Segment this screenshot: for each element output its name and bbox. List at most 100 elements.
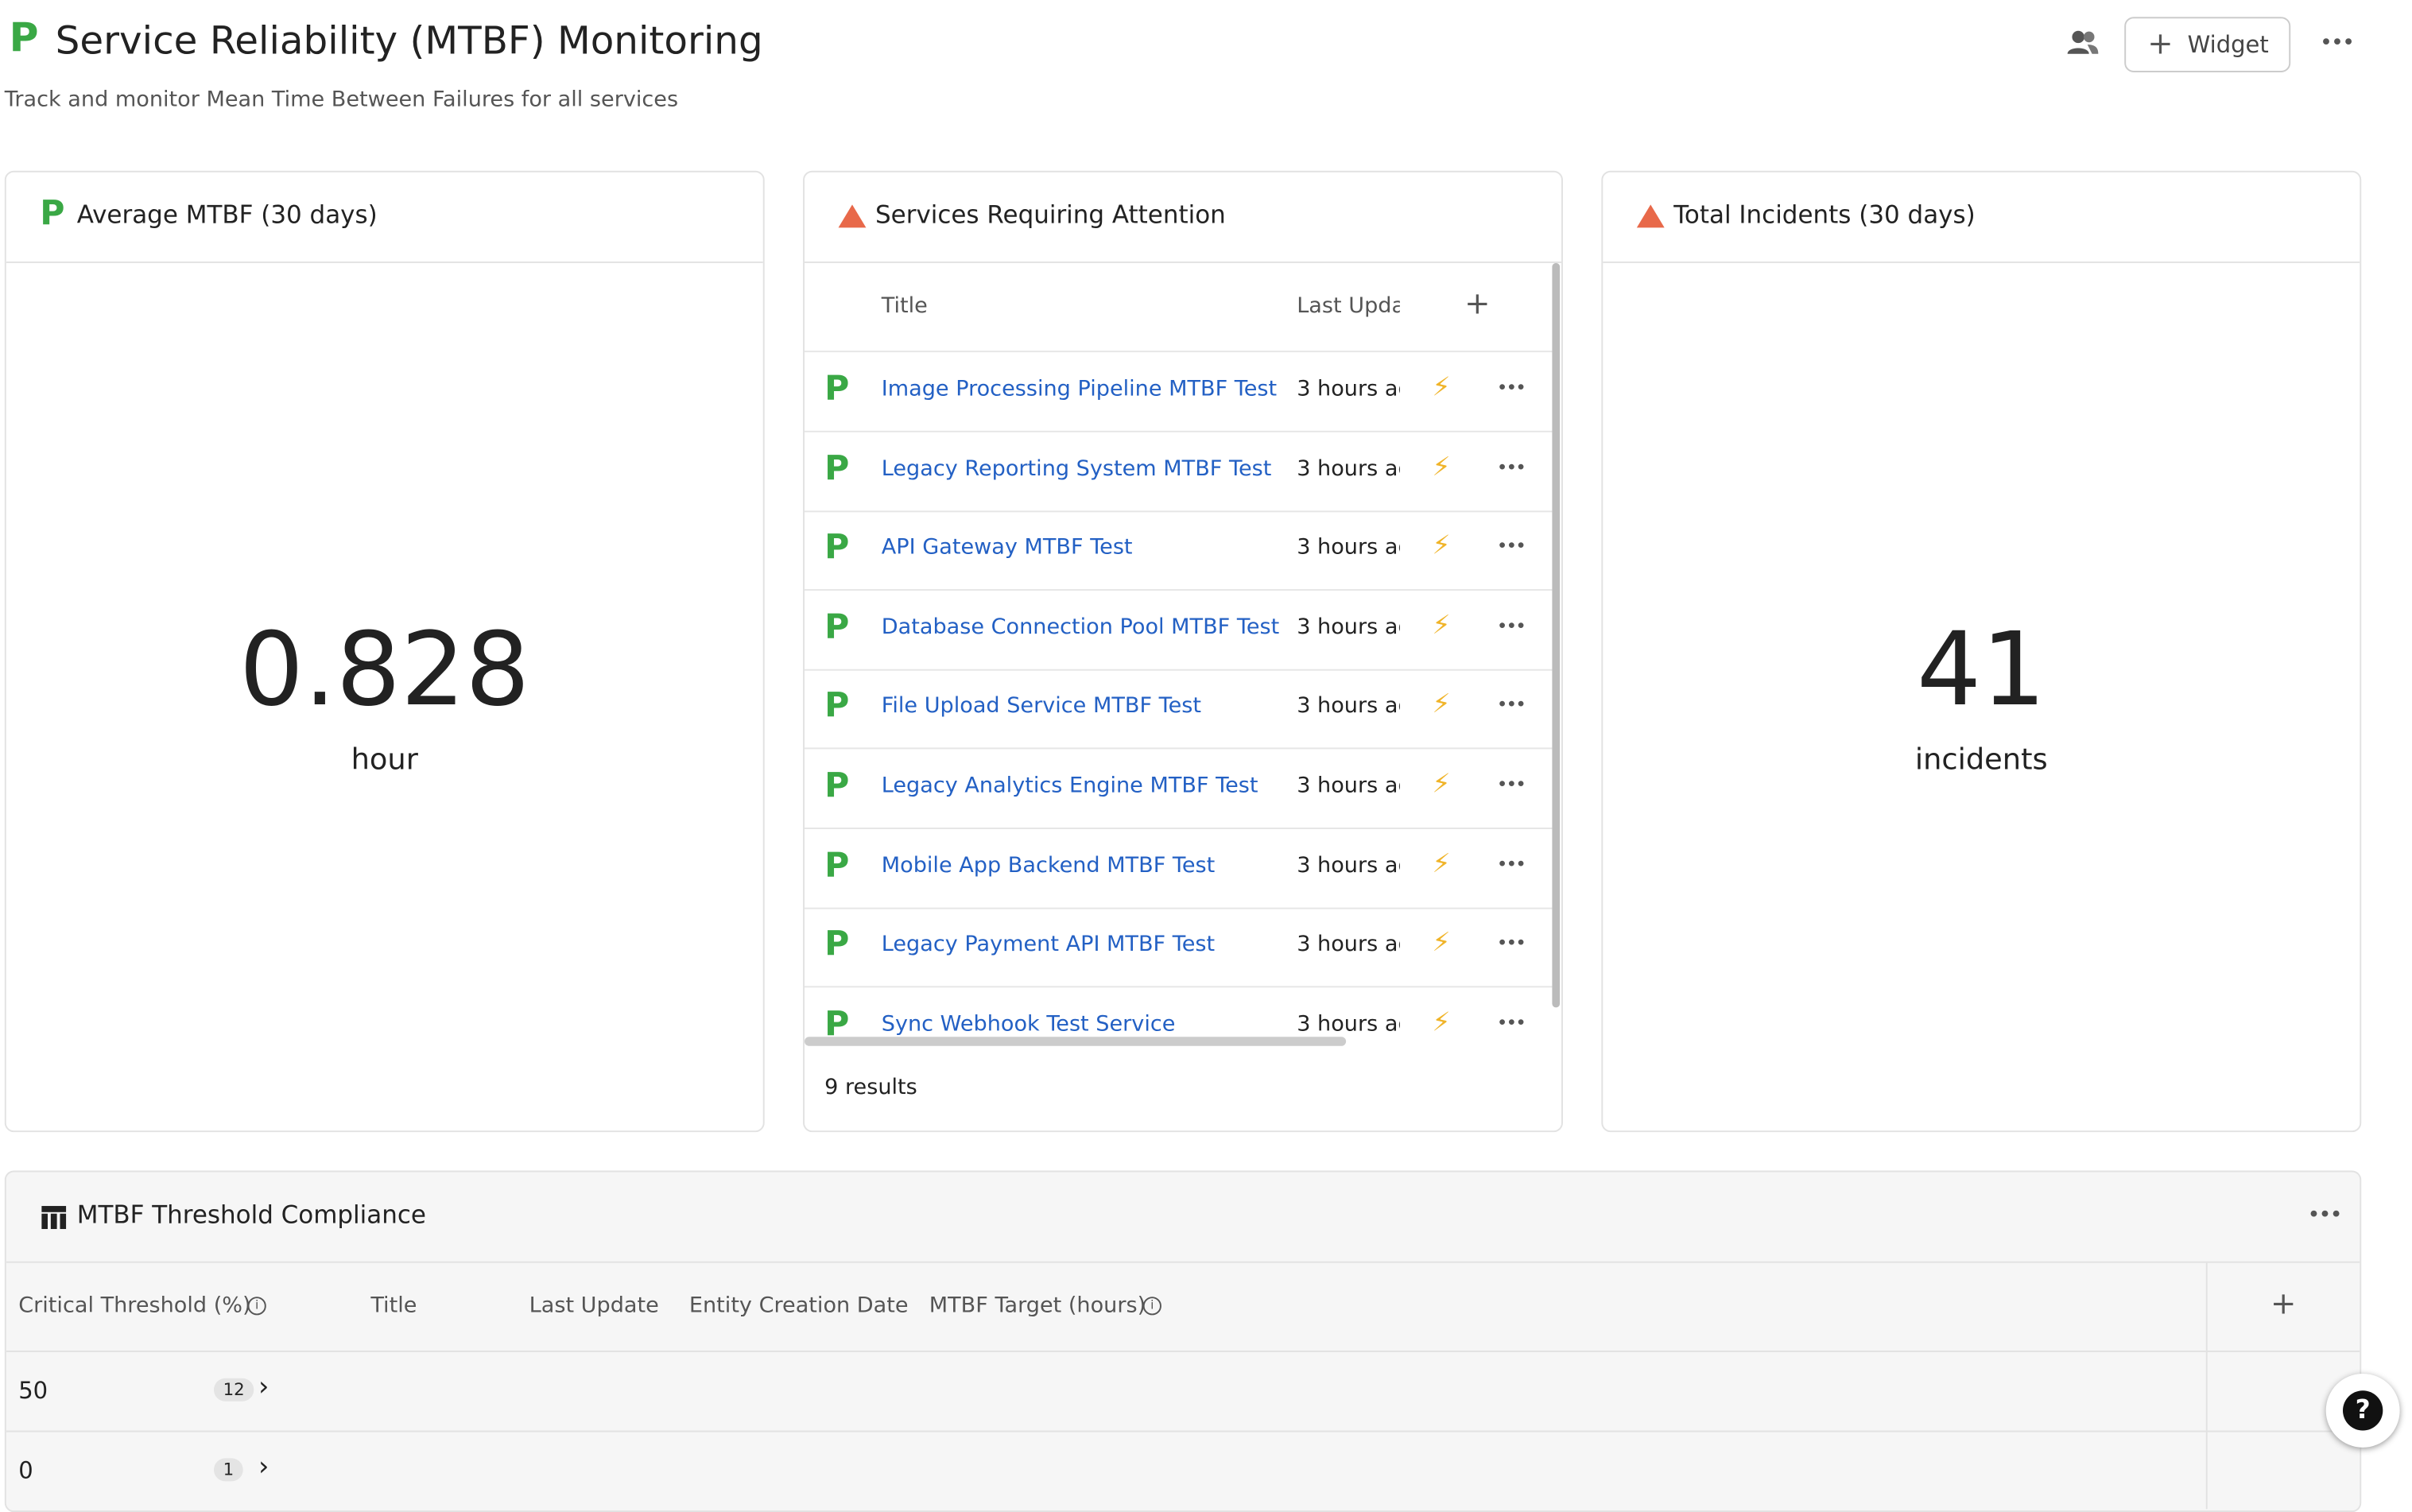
last-update: 3 hours ago bbox=[1297, 535, 1400, 560]
table-row[interactable]: P Legacy Analytics Engine MTBF Test 3 hour… bbox=[805, 749, 1553, 829]
column-header: Critical Threshold (%) bbox=[18, 1293, 251, 1319]
row-title-link[interactable]: Legacy Payment API MTBF Test bbox=[881, 932, 1216, 957]
row-title-link[interactable]: Image Processing Pipeline MTBF Test bbox=[881, 377, 1278, 402]
info-icon: i bbox=[247, 1297, 266, 1316]
row-title-link[interactable]: Legacy Reporting System MTBF Test bbox=[881, 456, 1272, 481]
expand-icon[interactable]: › bbox=[258, 1451, 270, 1483]
column-header: Last Update bbox=[529, 1293, 659, 1319]
table-row[interactable]: 0 1 › bbox=[6, 1432, 2360, 1511]
threshold-value: 50 bbox=[18, 1376, 48, 1405]
action-icon[interactable]: ⚡ bbox=[1432, 848, 1451, 880]
card-header: P Average MTBF (30 days) bbox=[6, 173, 763, 263]
add-column[interactable]: + bbox=[1464, 284, 1491, 322]
logo-icon: P bbox=[824, 370, 850, 409]
row-menu[interactable]: ••• bbox=[1496, 932, 1526, 955]
scrollbar[interactable] bbox=[805, 1037, 1347, 1046]
divider bbox=[6, 1350, 2360, 1352]
logo-icon: P bbox=[824, 847, 850, 886]
dashboard: P Service Reliability (MTBF) Monitoring … bbox=[4, 15, 2400, 1512]
action-icon[interactable]: ⚡ bbox=[1432, 610, 1451, 642]
row-menu[interactable]: ••• bbox=[1496, 535, 1526, 557]
help-icon: ? bbox=[2343, 1390, 2383, 1431]
page-subtitle: Track and monitor Mean Time Between Fail… bbox=[4, 87, 679, 113]
table: + Critical Threshold (%) i Title Last Updat… bbox=[6, 1262, 2360, 1511]
table-row[interactable]: P Mobile App Backend MTBF Test 3 hours ago… bbox=[805, 828, 1553, 909]
compliance-card: MTBF Threshold Compliance ••• + Critical… bbox=[4, 1170, 2362, 1512]
logo-icon: P bbox=[824, 926, 850, 965]
logo: P bbox=[9, 15, 39, 62]
table-row[interactable]: P Legacy Reporting System MTBF Test 3 hour… bbox=[805, 432, 1553, 512]
people-icon[interactable] bbox=[2066, 29, 2100, 57]
metric-unit: incidents bbox=[1914, 742, 2048, 777]
row-title-link[interactable]: Mobile App Backend MTBF Test bbox=[881, 853, 1216, 878]
results-count: 9 results bbox=[824, 1075, 917, 1100]
add-widget-button[interactable]: + Widget bbox=[2124, 17, 2291, 72]
help-button[interactable]: ? bbox=[2325, 1373, 2400, 1448]
logo-icon: P bbox=[824, 688, 850, 727]
row-title-link[interactable]: Legacy Analytics Engine MTBF Test bbox=[881, 773, 1258, 799]
row-menu[interactable]: ••• bbox=[1496, 614, 1526, 637]
logo-icon: P bbox=[824, 450, 850, 489]
divider bbox=[2205, 1262, 2208, 1510]
metric-value: 0.828 bbox=[238, 611, 530, 730]
mtbf-card: P Average MTBF (30 days) 0.828 hour bbox=[4, 170, 765, 1133]
row-menu[interactable]: ••• bbox=[1496, 694, 1526, 716]
last-update: 3 hours ago bbox=[1297, 694, 1400, 719]
metric-unit: hour bbox=[351, 742, 418, 777]
scrollbar[interactable] bbox=[1552, 262, 1561, 1008]
add-column[interactable]: + bbox=[2270, 1284, 2297, 1322]
more-menu[interactable]: ••• bbox=[2319, 30, 2355, 56]
more-menu[interactable]: ••• bbox=[2307, 1203, 2343, 1228]
action-icon[interactable]: ⚡ bbox=[1432, 769, 1451, 801]
column-header: Entity Creation Date bbox=[688, 1293, 909, 1319]
group-count: 1 bbox=[213, 1457, 243, 1481]
plus-icon: + bbox=[2147, 24, 2174, 62]
row-menu[interactable]: ••• bbox=[1496, 377, 1526, 399]
metric-value: 41 bbox=[1917, 611, 2046, 730]
row-menu[interactable]: ••• bbox=[1496, 1011, 1526, 1033]
action-icon[interactable]: ⚡ bbox=[1432, 1007, 1451, 1038]
page: P Service Reliability (MTBF) Monitoring … bbox=[4, 15, 2400, 1512]
card-header: MTBF Threshold Compliance ••• bbox=[6, 1172, 2360, 1263]
action-icon[interactable]: ⚡ bbox=[1432, 452, 1451, 483]
action-icon[interactable]: ⚡ bbox=[1432, 689, 1451, 721]
table-header: Title Last Update + bbox=[805, 263, 1553, 353]
last-update: 3 hours ago bbox=[1297, 853, 1400, 878]
column-header: MTBF Target (hours) bbox=[929, 1293, 1146, 1319]
last-update: 3 hours ago bbox=[1297, 377, 1400, 402]
action-icon[interactable]: ⚡ bbox=[1432, 928, 1451, 959]
card-title: Average MTBF (30 days) bbox=[76, 200, 378, 230]
table-row[interactable]: P Legacy Payment API MTBF Test 3 hours ago… bbox=[805, 908, 1553, 988]
group-count: 12 bbox=[213, 1378, 254, 1402]
attention-card: Services Requiring Attention Title Last … bbox=[803, 170, 1563, 1133]
card-header: Total Incidents (30 days) bbox=[1603, 173, 2360, 263]
row-title-link[interactable]: Database Connection Pool MTBF Test bbox=[881, 614, 1280, 640]
row-menu[interactable]: ••• bbox=[1496, 853, 1526, 875]
last-update: 3 hours ago bbox=[1297, 456, 1400, 481]
table-row[interactable]: 50 12 › bbox=[6, 1352, 2360, 1433]
table-row[interactable]: P Database Connection Pool MTBF Test 3 hou… bbox=[805, 591, 1553, 671]
table-icon bbox=[41, 1206, 67, 1230]
column-header: Title bbox=[370, 1293, 417, 1319]
table-row[interactable]: P Image Processing Pipeline MTBF Test 3 ho… bbox=[805, 352, 1553, 432]
row-menu[interactable]: ••• bbox=[1496, 773, 1526, 796]
last-update: 3 hours ago bbox=[1297, 773, 1400, 799]
page-title: Service Reliability (MTBF) Monitoring bbox=[55, 18, 763, 64]
card-title: Services Requiring Attention bbox=[875, 200, 1226, 230]
expand-icon[interactable]: › bbox=[258, 1372, 270, 1403]
table-row[interactable]: P API Gateway MTBF Test 3 hours ago ⚡ ••• bbox=[805, 511, 1553, 591]
card-title: MTBF Threshold Compliance bbox=[76, 1200, 426, 1230]
row-title-link[interactable]: Sync Webhook Test Service bbox=[881, 1011, 1176, 1037]
column-header: Title bbox=[881, 293, 928, 319]
incidents-card: Total Incidents (30 days) 41 incidents bbox=[1601, 170, 2362, 1133]
action-icon[interactable]: ⚡ bbox=[1432, 530, 1451, 562]
threshold-value: 0 bbox=[18, 1456, 33, 1484]
table-row[interactable]: P File Upload Service MTBF Test 3 hours ag… bbox=[805, 669, 1553, 750]
action-icon[interactable]: ⚡ bbox=[1432, 372, 1451, 403]
warning-icon bbox=[838, 204, 867, 228]
row-title-link[interactable]: File Upload Service MTBF Test bbox=[881, 694, 1202, 719]
row-title-link[interactable]: API Gateway MTBF Test bbox=[881, 535, 1133, 560]
row-menu[interactable]: ••• bbox=[1496, 456, 1526, 478]
card-title: Total Incidents (30 days) bbox=[1673, 200, 1976, 230]
